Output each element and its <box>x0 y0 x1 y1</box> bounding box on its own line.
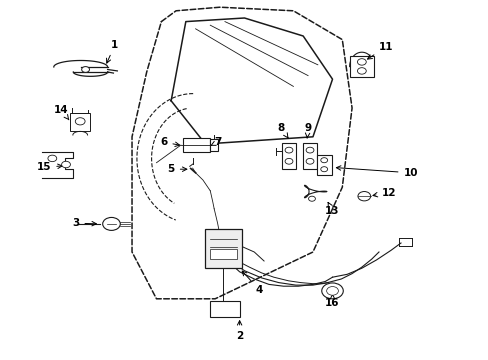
Text: 13: 13 <box>325 202 339 216</box>
Text: 5: 5 <box>167 164 186 174</box>
Text: 14: 14 <box>54 105 69 120</box>
Text: 10: 10 <box>336 166 417 178</box>
Text: 15: 15 <box>37 162 62 172</box>
Circle shape <box>326 287 338 295</box>
Circle shape <box>285 147 292 153</box>
Text: 12: 12 <box>372 188 395 198</box>
Bar <box>316 155 331 175</box>
Text: 6: 6 <box>160 137 179 147</box>
Circle shape <box>357 192 370 201</box>
Circle shape <box>357 68 366 74</box>
Bar <box>183 138 210 152</box>
Text: 9: 9 <box>304 123 311 138</box>
Circle shape <box>320 167 327 172</box>
Bar <box>70 113 90 131</box>
Circle shape <box>285 158 292 164</box>
Bar <box>210 249 237 259</box>
Text: 2: 2 <box>236 321 243 341</box>
Circle shape <box>305 147 313 153</box>
Text: 7: 7 <box>210 137 221 147</box>
Bar <box>205 229 242 268</box>
Text: 1: 1 <box>106 40 118 63</box>
Circle shape <box>320 158 327 163</box>
Circle shape <box>305 158 313 164</box>
Circle shape <box>81 67 89 72</box>
Circle shape <box>308 196 315 201</box>
Bar <box>210 139 217 151</box>
Circle shape <box>48 155 57 162</box>
Text: 4: 4 <box>242 271 263 295</box>
Circle shape <box>61 161 70 168</box>
Bar <box>349 56 373 77</box>
Bar <box>210 301 239 317</box>
Text: 16: 16 <box>325 294 339 308</box>
Text: 3: 3 <box>72 218 96 228</box>
Circle shape <box>102 217 120 230</box>
Bar <box>282 143 295 169</box>
Text: 8: 8 <box>277 123 287 138</box>
Bar <box>303 143 316 169</box>
Circle shape <box>75 118 85 125</box>
Polygon shape <box>41 152 73 178</box>
Circle shape <box>357 59 366 65</box>
Text: 11: 11 <box>367 42 393 59</box>
Circle shape <box>321 283 343 299</box>
